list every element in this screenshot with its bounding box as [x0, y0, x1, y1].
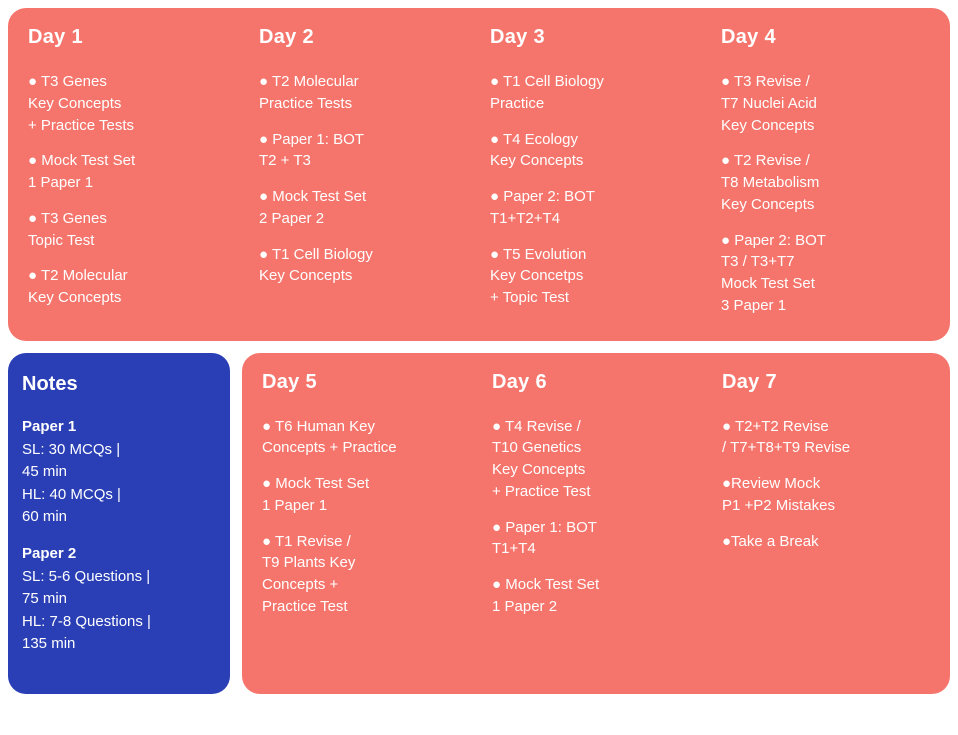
day-item: ●Review Mock P1 +P2 Mistakes: [722, 473, 930, 517]
day-item: ● T4 Revise / T10 Genetics Key Concepts …: [492, 416, 700, 503]
notes-section-paper2: Paper 2 SL: 5-6 Questions | 75 min HL: 7…: [22, 545, 216, 656]
day-item: ● Mock Test Set 2 Paper 2: [259, 186, 468, 230]
day-item: ● T3 Genes Topic Test: [28, 208, 237, 252]
top-days-card: Day 1 ● T3 Genes Key Concepts + Practice…: [8, 8, 950, 341]
notes-heading: Paper 2: [22, 545, 216, 562]
day-4-column: Day 4 ● T3 Revise / T7 Nuclei Acid Key C…: [721, 26, 930, 317]
notes-section-paper1: Paper 1 SL: 30 MCQs | 45 min HL: 40 MCQs…: [22, 418, 216, 529]
day-item: ● T1 Cell Biology Practice: [490, 71, 699, 115]
day-7-column: Day 7 ● T2+T2 Revise / T7+T8+T9 Revise ●…: [722, 371, 930, 670]
notes-body: SL: 5-6 Questions | 75 min HL: 7-8 Quest…: [22, 566, 216, 656]
day-item: ● T6 Human Key Concepts + Practice: [262, 416, 470, 460]
day-3-column: Day 3 ● T1 Cell Biology Practice ● T4 Ec…: [490, 26, 699, 317]
day-title: Day 3: [490, 26, 699, 49]
day-item: ● T2 Molecular Practice Tests: [259, 71, 468, 115]
day-title: Day 2: [259, 26, 468, 49]
notes-card: Notes Paper 1 SL: 30 MCQs | 45 min HL: 4…: [8, 353, 230, 694]
day-title: Day 5: [262, 371, 470, 394]
day-item: ● T1 Revise / T9 Plants Key Concepts + P…: [262, 531, 470, 618]
day-item: ● T3 Genes Key Concepts + Practice Tests: [28, 71, 237, 136]
notes-heading: Paper 1: [22, 418, 216, 435]
day-6-column: Day 6 ● T4 Revise / T10 Genetics Key Con…: [492, 371, 700, 670]
day-item: ● Mock Test Set 1 Paper 2: [492, 574, 700, 618]
day-item: ● Paper 1: BOT T2 + T3: [259, 129, 468, 173]
notes-body: SL: 30 MCQs | 45 min HL: 40 MCQs | 60 mi…: [22, 439, 216, 529]
day-item: ● Paper 2: BOT T1+T2+T4: [490, 186, 699, 230]
day-title: Day 1: [28, 26, 237, 49]
day-item: ● Mock Test Set 1 Paper 1: [28, 150, 237, 194]
day-item: ● Mock Test Set 1 Paper 1: [262, 473, 470, 517]
bottom-days-card: Day 5 ● T6 Human Key Concepts + Practice…: [242, 353, 950, 694]
day-items: ● T3 Genes Key Concepts + Practice Tests…: [28, 71, 237, 309]
day-item: ● Paper 2: BOT T3 / T3+T7 Mock Test Set …: [721, 230, 930, 317]
day-5-column: Day 5 ● T6 Human Key Concepts + Practice…: [262, 371, 470, 670]
day-items: ● T1 Cell Biology Practice ● T4 Ecology …: [490, 71, 699, 309]
day-item: ●Take a Break: [722, 531, 930, 553]
day-items: ● T4 Revise / T10 Genetics Key Concepts …: [492, 416, 700, 618]
day-title: Day 4: [721, 26, 930, 49]
day-item: ● T2 Molecular Key Concepts: [28, 265, 237, 309]
study-plan-container: Day 1 ● T3 Genes Key Concepts + Practice…: [0, 0, 958, 702]
day-items: ● T2 Molecular Practice Tests ● Paper 1:…: [259, 71, 468, 287]
day-title: Day 7: [722, 371, 930, 394]
day-item: ● T3 Revise / T7 Nuclei Acid Key Concept…: [721, 71, 930, 136]
day-item: ● Paper 1: BOT T1+T4: [492, 517, 700, 561]
day-item: ● T4 Ecology Key Concepts: [490, 129, 699, 173]
day-item: ● T5 Evolution Key Concetps + Topic Test: [490, 244, 699, 309]
day-2-column: Day 2 ● T2 Molecular Practice Tests ● Pa…: [259, 26, 468, 317]
day-item: ● T2+T2 Revise / T7+T8+T9 Revise: [722, 416, 930, 460]
day-items: ● T6 Human Key Concepts + Practice ● Moc…: [262, 416, 470, 618]
day-item: ● T2 Revise / T8 Metabolism Key Concepts: [721, 150, 930, 215]
day-title: Day 6: [492, 371, 700, 394]
day-items: ● T2+T2 Revise / T7+T8+T9 Revise ●Review…: [722, 416, 930, 553]
notes-title: Notes: [22, 373, 216, 396]
day-1-column: Day 1 ● T3 Genes Key Concepts + Practice…: [28, 26, 237, 317]
day-item: ● T1 Cell Biology Key Concepts: [259, 244, 468, 288]
day-items: ● T3 Revise / T7 Nuclei Acid Key Concept…: [721, 71, 930, 317]
